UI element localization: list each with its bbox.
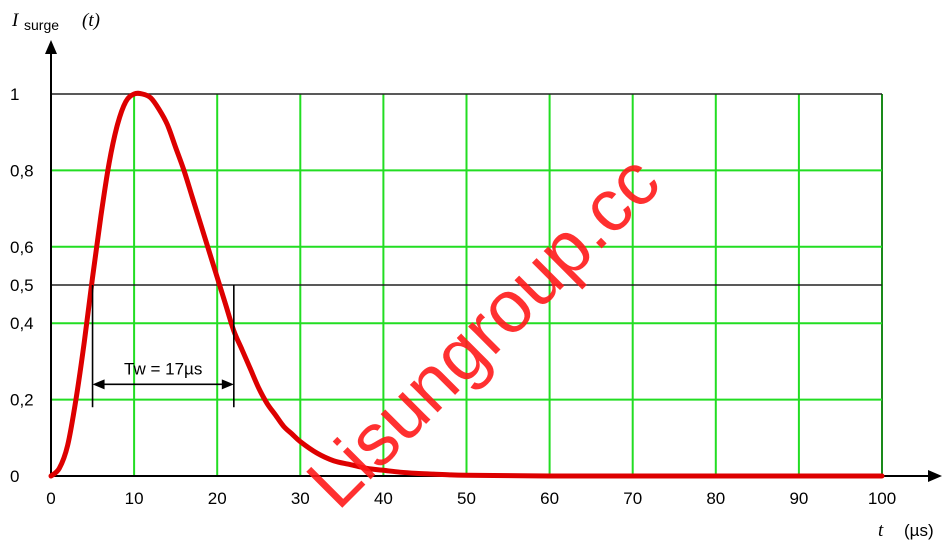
x-tick-label: 80 bbox=[706, 489, 725, 508]
watermark: Lisungroup.cc bbox=[291, 139, 675, 523]
x-axis-arrow bbox=[928, 470, 942, 482]
y-tick-label: 0,6 bbox=[10, 238, 34, 257]
x-tick-label: 90 bbox=[789, 489, 808, 508]
y-tick-label: 0,5 bbox=[10, 276, 34, 295]
x-tick-labels: 0 10 20 30 40 50 60 70 80 90 100 bbox=[46, 489, 896, 508]
grid bbox=[51, 93, 883, 476]
width-arrowhead-left bbox=[92, 379, 105, 390]
x-tick-label: 50 bbox=[457, 489, 476, 508]
width-label: Tw = 17µs bbox=[124, 359, 202, 378]
y-axis-label-arg: (t) bbox=[82, 10, 100, 31]
x-tick-label: 100 bbox=[868, 489, 896, 508]
y-axis-arrow bbox=[45, 40, 57, 54]
x-tick-label: 70 bbox=[623, 489, 642, 508]
y-tick-label: 0,4 bbox=[10, 314, 34, 333]
y-tick-label: 0,8 bbox=[10, 161, 34, 180]
x-axis-label-var: t bbox=[878, 520, 884, 541]
series-line bbox=[48, 90, 885, 479]
x-tick-label: 10 bbox=[125, 489, 144, 508]
width-annotation: Tw = 17µs bbox=[91, 285, 235, 408]
x-tick-label: 60 bbox=[540, 489, 559, 508]
x-tick-label: 0 bbox=[46, 489, 55, 508]
y-axis-label-sub: surge bbox=[24, 17, 59, 33]
x-tick-label: 30 bbox=[291, 489, 310, 508]
y-tick-label: 0 bbox=[10, 467, 19, 486]
x-tick-label: 40 bbox=[374, 489, 393, 508]
axis-titles: I surge (t) t (µs) bbox=[11, 10, 934, 541]
width-arrowhead-right bbox=[221, 379, 234, 390]
x-tick-label: 20 bbox=[208, 489, 227, 508]
x-axis-label-unit: (µs) bbox=[904, 521, 934, 540]
y-tick-label: 1 bbox=[10, 85, 19, 104]
y-axis-label-main: I bbox=[11, 10, 20, 31]
y-tick-labels: 0 0,2 0,4 0,5 0,6 0,8 1 bbox=[10, 85, 34, 486]
y-tick-label: 0,2 bbox=[10, 391, 34, 410]
surge-curve bbox=[48, 90, 885, 479]
